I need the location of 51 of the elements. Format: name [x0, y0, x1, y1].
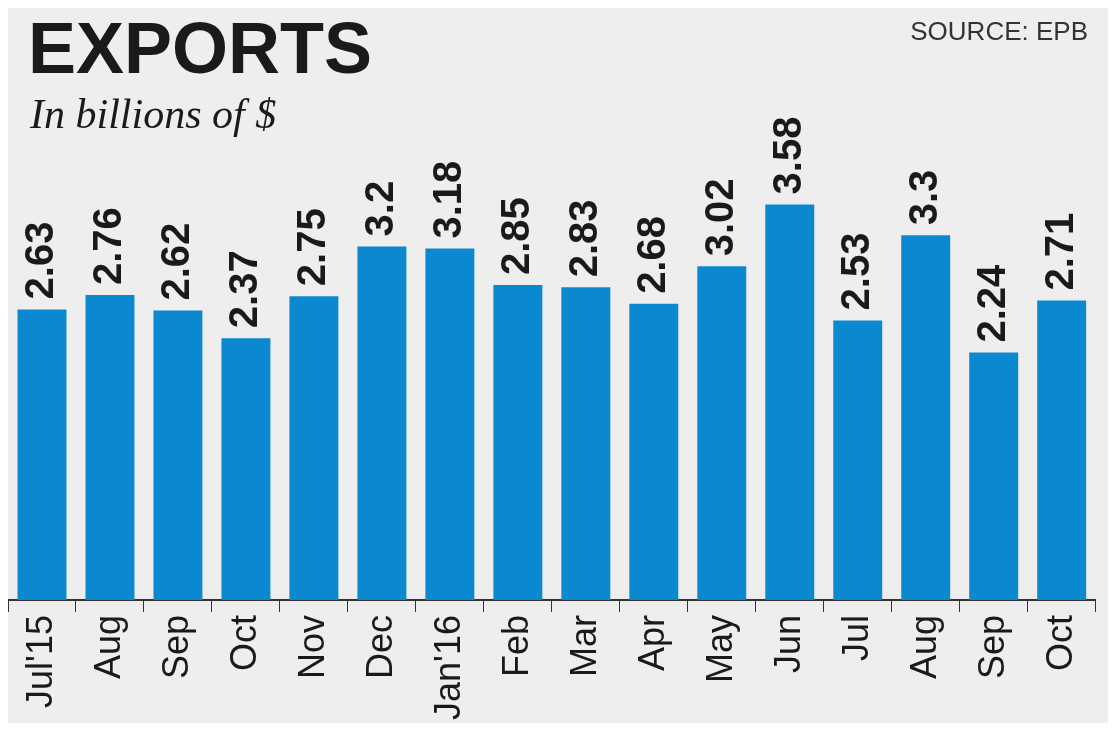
- data-label: 2.75: [288, 208, 333, 287]
- bar: [221, 338, 271, 601]
- bar: [1037, 300, 1087, 601]
- bar: [493, 285, 543, 601]
- x-tick-label: Aug: [86, 615, 128, 680]
- x-tick-label: Apr: [630, 615, 672, 672]
- bar: [765, 204, 815, 601]
- x-tick-label: Sep: [970, 615, 1012, 680]
- bar: [561, 287, 611, 601]
- data-label: 2.63: [17, 221, 62, 300]
- data-label: 3.58: [764, 116, 809, 195]
- x-tick-label: Feb: [494, 615, 536, 678]
- data-label: 2.76: [85, 207, 129, 286]
- data-label: 2.68: [628, 216, 673, 294]
- bar: [357, 246, 407, 601]
- bar: [17, 309, 67, 601]
- x-tick-label: Sep: [154, 615, 196, 680]
- data-label: 2.85: [492, 197, 537, 276]
- bar: [289, 296, 339, 601]
- x-tick-label: Aug: [902, 615, 944, 680]
- x-tick-label: Oct: [1038, 615, 1080, 672]
- x-tick-label: Mar: [562, 615, 604, 678]
- chart-subtitle: In billions of $: [30, 90, 277, 138]
- bar: [425, 248, 475, 601]
- data-label: 3.3: [900, 169, 945, 226]
- x-tick-label: Oct: [222, 615, 264, 672]
- bar: [901, 235, 951, 601]
- x-tick-label: Jul'15: [18, 615, 60, 708]
- bar: [697, 266, 747, 601]
- x-tick-label: Jun: [766, 615, 808, 674]
- data-label: 2.71: [1036, 212, 1081, 291]
- x-tick-label: Jul: [834, 615, 876, 662]
- source-note: SOURCE: EPB: [910, 16, 1088, 47]
- bar: [969, 352, 1019, 601]
- data-label: 2.83: [560, 199, 605, 278]
- x-tick-label: Nov: [290, 615, 332, 680]
- x-tick-label: May: [698, 615, 740, 684]
- data-label: 3.18: [424, 160, 469, 239]
- x-tick-label: Dec: [358, 615, 400, 680]
- bar: [833, 320, 883, 601]
- data-label: 2.24: [968, 263, 1013, 343]
- data-label: 3.2: [356, 180, 401, 237]
- data-label: 2.62: [152, 222, 197, 301]
- data-label: 3.02: [696, 178, 741, 257]
- bar: [629, 303, 679, 601]
- chart-title: EXPORTS: [28, 8, 373, 88]
- x-tick-label: Jan'16: [426, 615, 468, 721]
- data-label: 2.37: [220, 250, 265, 329]
- data-label: 2.53: [832, 232, 877, 311]
- bar: [153, 310, 203, 601]
- bar: [85, 295, 135, 601]
